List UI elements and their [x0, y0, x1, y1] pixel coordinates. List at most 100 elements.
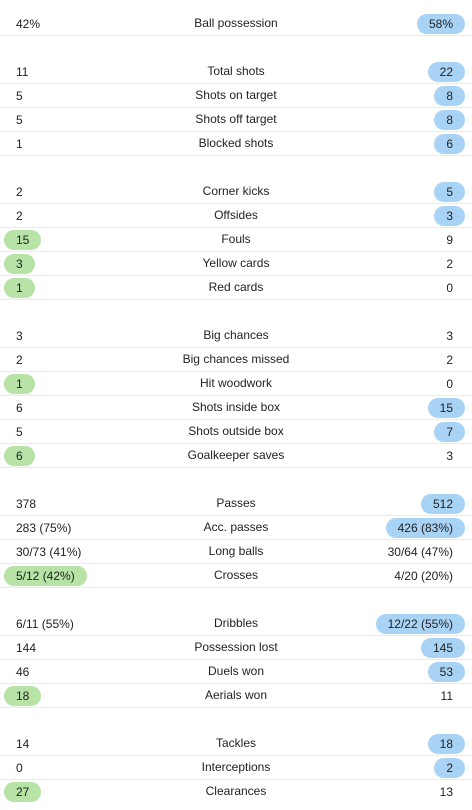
stat-row-long-balls: 30/73 (41%) Long balls 30/64 (47%)	[0, 540, 472, 564]
away-value: 3	[446, 329, 453, 343]
home-value-highlight: 3	[4, 254, 35, 274]
home-value-cell: 14	[4, 732, 41, 755]
home-value-cell: 0	[4, 756, 35, 779]
away-value-cell: 5	[434, 180, 465, 203]
away-value-highlight: 15	[427, 398, 465, 418]
home-value: 5	[16, 89, 23, 103]
home-value-cell: 3	[4, 324, 35, 347]
away-value-cell: 426 (83%)	[385, 516, 465, 539]
home-value: 5	[16, 425, 23, 439]
away-value-highlight: 12/22 (55%)	[375, 614, 465, 634]
stat-row-clearances: 27 Clearances 13	[0, 780, 472, 804]
away-value-cell: 15	[427, 396, 465, 419]
home-value-cell: 15	[4, 228, 42, 251]
away-value-highlight: 18	[427, 734, 465, 754]
stat-label: Aerials won	[204, 688, 268, 702]
home-value-highlight: 1	[4, 374, 35, 394]
stat-row-crosses: 5/12 (42%) Crosses 4/20 (20%)	[0, 564, 472, 588]
stat-label: Fouls	[221, 232, 251, 246]
home-value-cell: 5	[4, 84, 35, 107]
away-value-cell: 13	[428, 780, 465, 803]
away-value: 30/64 (47%)	[387, 545, 453, 559]
stat-label: Possession lost	[194, 640, 278, 654]
stat-row-offsides: 2 Offsides 3	[0, 204, 472, 228]
home-value: 30/73 (41%)	[16, 545, 82, 559]
home-value: 6	[16, 401, 23, 415]
stat-row-shots-off-target: 5 Shots off target 8	[0, 108, 472, 132]
stat-group: 2 Corner kicks 5 2 Offsides 3 15 Fouls 9 3 Yellow …	[0, 180, 472, 300]
home-value: 2	[16, 209, 23, 223]
away-value: 0	[446, 281, 453, 295]
away-value-cell: 8	[434, 84, 465, 107]
away-value-cell: 0	[434, 372, 465, 395]
home-value: 144	[16, 641, 37, 655]
away-value-highlight: 7	[434, 422, 465, 442]
home-value-cell: 11	[4, 60, 40, 83]
stat-row-dribbles: 6/11 (55%) Dribbles 12/22 (55%)	[0, 612, 472, 636]
stat-label: Shots outside box	[188, 424, 284, 438]
away-value: 11	[440, 689, 453, 703]
away-value-highlight: 512	[420, 494, 465, 514]
stat-group: 14 Tackles 18 0 Interceptions 2 27 Clearances 13	[0, 732, 472, 804]
away-value-cell: 4/20 (20%)	[382, 564, 465, 587]
home-value-cell: 2	[4, 348, 35, 371]
stat-label: Corner kicks	[202, 184, 270, 198]
home-value: 42%	[16, 17, 41, 31]
stat-row-total-shots: 11 Total shots 22	[0, 60, 472, 84]
away-value-cell: 2	[434, 348, 465, 371]
home-value: 1	[16, 137, 23, 151]
stat-label: Tackles	[215, 736, 256, 750]
away-value-highlight: 145	[420, 638, 465, 658]
stat-row-big-chances-missed: 2 Big chances missed 2	[0, 348, 472, 372]
home-value-highlight: 6	[4, 446, 35, 466]
stat-group: 3 Big chances 3 2 Big chances missed 2 1 Hit wo…	[0, 324, 472, 468]
away-value-highlight: 2	[434, 758, 465, 778]
away-value: 0	[446, 377, 453, 391]
away-value-cell: 3	[434, 204, 465, 227]
home-value-cell: 144	[4, 636, 48, 659]
away-value-highlight: 5	[434, 182, 465, 202]
stat-row-interceptions: 0 Interceptions 2	[0, 756, 472, 780]
away-value: 2	[446, 353, 453, 367]
stat-row-aerials-won: 18 Aerials won 11	[0, 684, 472, 708]
home-value: 14	[16, 737, 30, 751]
away-value-cell: 30/64 (47%)	[376, 540, 465, 563]
away-value-cell: 12/22 (55%)	[375, 612, 465, 635]
home-value-cell: 1	[4, 132, 35, 155]
stat-row-shots-outside-box: 5 Shots outside box 7	[0, 420, 472, 444]
away-value-cell: 11	[429, 684, 465, 707]
home-value-cell: 42%	[4, 12, 52, 35]
home-value-cell: 1	[4, 372, 35, 395]
stat-label: Yellow cards	[202, 256, 270, 270]
away-value-cell: 0	[434, 276, 465, 299]
away-value-cell: 3	[434, 444, 465, 467]
stat-label: Offsides	[214, 208, 258, 222]
stat-row-duels-won: 46 Duels won 53	[0, 660, 472, 684]
home-value-cell: 18	[4, 684, 42, 707]
home-value-cell: 30/73 (41%)	[4, 540, 93, 563]
away-value-cell: 3	[434, 324, 465, 347]
home-value: 46	[16, 665, 30, 679]
home-value: 2	[16, 185, 23, 199]
away-value-cell: 58%	[416, 12, 465, 35]
away-value-cell: 2	[434, 252, 465, 275]
home-value: 2	[16, 353, 23, 367]
stat-group: 378 Passes 512 283 (75%) Acc. passes 426 (83%…	[0, 492, 472, 588]
home-value-highlight: 5/12 (42%)	[4, 566, 87, 586]
home-value-cell: 27	[4, 780, 42, 803]
stat-label: Shots on target	[195, 88, 277, 102]
away-value-cell: 145	[420, 636, 465, 659]
stat-label: Shots inside box	[191, 400, 281, 414]
away-value: 9	[446, 233, 453, 247]
stat-row-acc-passes: 283 (75%) Acc. passes 426 (83%)	[0, 516, 472, 540]
home-value: 378	[16, 497, 37, 511]
home-value-cell: 46	[4, 660, 41, 683]
away-value-highlight: 8	[434, 110, 465, 130]
away-value-highlight: 58%	[416, 14, 465, 34]
away-value-cell: 53	[427, 660, 465, 683]
home-value: 283 (75%)	[16, 521, 72, 535]
stat-group: 11 Total shots 22 5 Shots on target 8 5 Shots o…	[0, 60, 472, 156]
stat-row-hit-woodwork: 1 Hit woodwork 0	[0, 372, 472, 396]
away-value-cell: 18	[427, 732, 465, 755]
